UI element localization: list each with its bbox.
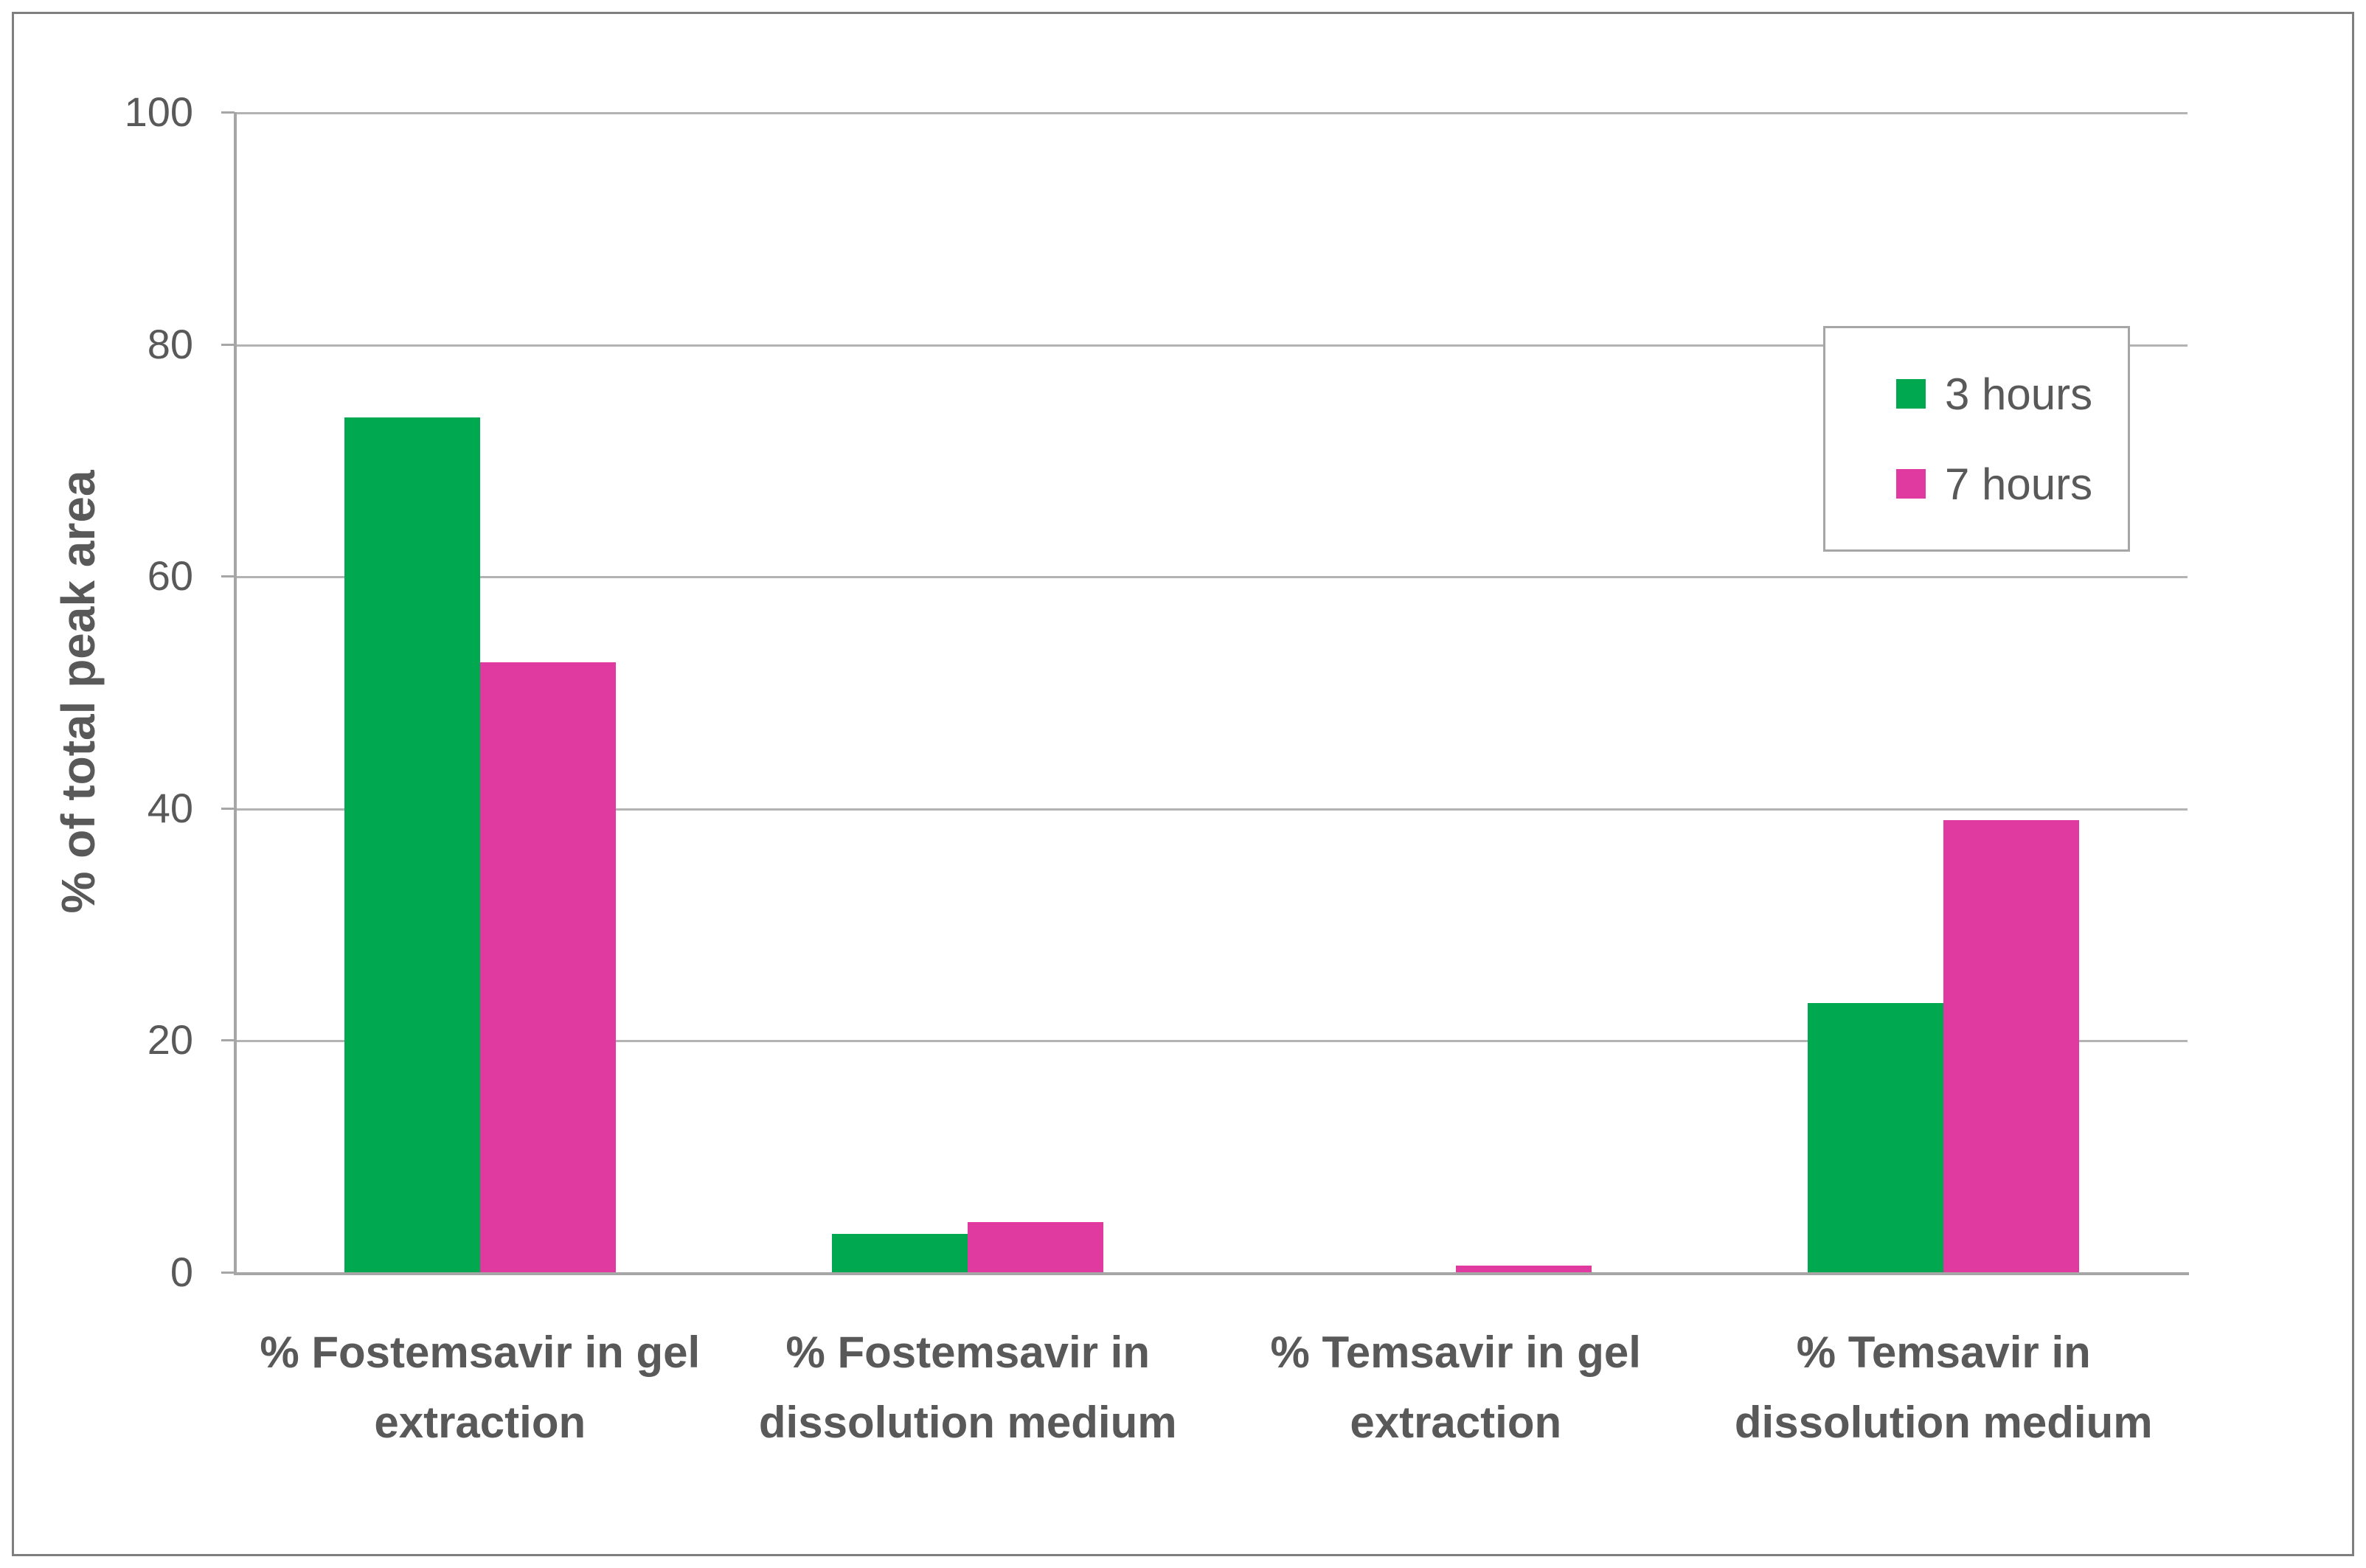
gridline-60 <box>236 576 2188 579</box>
bar-series1-cat1 <box>968 1222 1104 1272</box>
bar-series1-cat3 <box>1943 819 2080 1272</box>
legend-swatch-3-hours <box>1896 379 1926 409</box>
y-tickmark-60 <box>221 575 235 578</box>
gridline-80 <box>236 344 2188 347</box>
y-tick-label-40: 40 <box>147 784 193 831</box>
legend: 3 hours 7 hours <box>1823 326 2130 552</box>
bar-series0-cat3 <box>1808 1003 1944 1272</box>
y-tick-label-0: 0 <box>170 1249 193 1295</box>
x-axis-line <box>234 1272 2189 1275</box>
y-tick-label-80: 80 <box>147 320 193 367</box>
y-tickmark-100 <box>221 111 235 114</box>
y-tick-label-60: 60 <box>147 552 193 600</box>
legend-swatch-7-hours <box>1896 469 1926 499</box>
bar-series0-cat1 <box>832 1234 968 1272</box>
x-category-label-3: % Temsavir in dissolution medium <box>1734 1328 2153 1447</box>
y-axis-title: % of total peak area <box>52 470 105 914</box>
x-category-label-1: % Fostemsavir in dissolution medium <box>758 1328 1177 1447</box>
plot-area <box>236 112 2188 1272</box>
legend-label-3-hours: 3 hours <box>1945 369 2093 419</box>
bar-series1-cat2 <box>1455 1265 1592 1272</box>
y-axis-line <box>234 112 237 1275</box>
y-tickmark-80 <box>221 343 235 346</box>
bar-series1-cat0 <box>479 662 616 1272</box>
y-tick-label-100: 100 <box>124 89 193 135</box>
x-category-label-0: % Fostemsavir in gel extraction <box>260 1328 701 1447</box>
gridline-40 <box>236 808 2188 811</box>
gridline-20 <box>236 1040 2188 1043</box>
y-tickmark-40 <box>221 807 235 810</box>
legend-label-7-hours: 7 hours <box>1945 459 2093 509</box>
legend-item-7-hours: 7 hours <box>1896 459 2120 510</box>
bar-series0-cat0 <box>344 417 480 1272</box>
x-category-label-2: % Temsavir in gel extraction <box>1270 1328 1641 1447</box>
y-tickmark-0 <box>221 1272 235 1274</box>
chart-outer-border <box>12 12 2354 1556</box>
y-tickmark-20 <box>221 1039 235 1042</box>
legend-item-3-hours: 3 hours <box>1896 369 2120 420</box>
gridline-100 <box>236 112 2188 114</box>
y-tick-label-20: 20 <box>147 1016 193 1064</box>
